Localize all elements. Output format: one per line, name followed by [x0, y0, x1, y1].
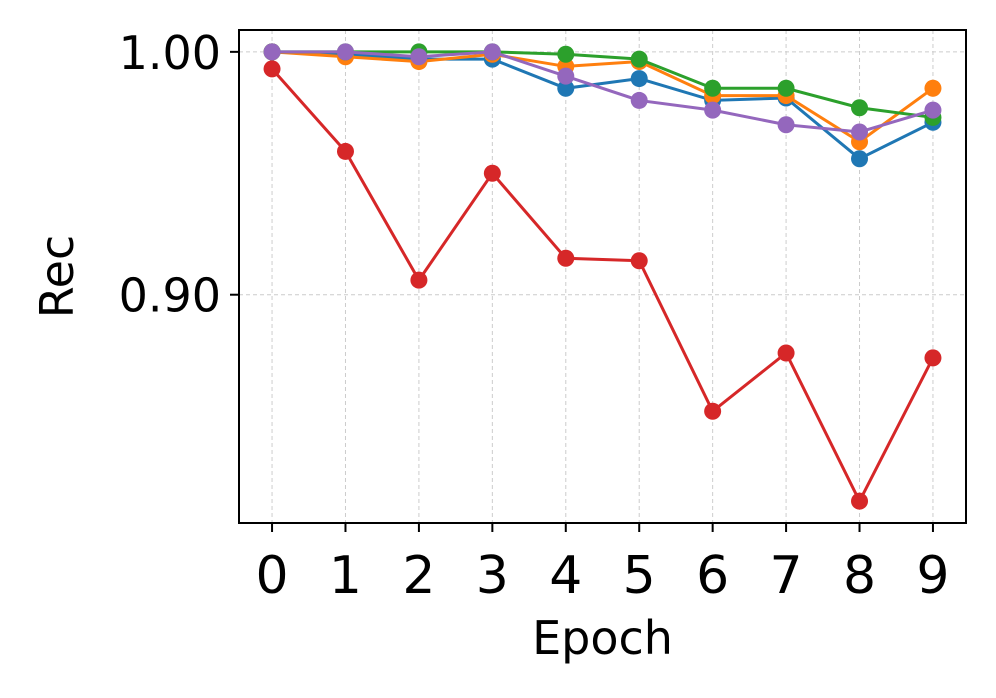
data-point [704, 79, 722, 97]
series-2 [263, 43, 942, 151]
data-point [777, 344, 795, 362]
x-tick-label: 4 [549, 546, 582, 606]
series-line [271, 50, 934, 144]
data-point [777, 116, 795, 134]
series-line [271, 50, 934, 161]
data-point [851, 492, 869, 510]
data-point [924, 101, 942, 119]
x-tick-label: 8 [843, 546, 876, 606]
data-point [630, 70, 648, 88]
data-point [924, 349, 942, 367]
data-point [410, 271, 428, 289]
data-point [336, 142, 354, 160]
y-axis-title: Rec [30, 235, 84, 319]
series-layer [263, 43, 942, 510]
x-tick-label: 0 [255, 546, 288, 606]
plot-frame [238, 29, 967, 524]
x-tick-label: 7 [770, 546, 803, 606]
data-point [410, 48, 428, 66]
data-point [851, 123, 869, 141]
series-1 [263, 43, 942, 168]
y-tick-label: 0.90 [119, 269, 221, 323]
data-point [336, 43, 354, 61]
data-point [777, 79, 795, 97]
series-5 [263, 43, 942, 141]
data-point [851, 150, 869, 168]
data-point [924, 79, 942, 97]
data-point [557, 249, 575, 267]
x-tick-label: 6 [696, 546, 729, 606]
data-point [630, 91, 648, 109]
series-line [270, 67, 935, 505]
data-point [557, 67, 575, 85]
data-point [483, 43, 501, 61]
data-point [630, 50, 648, 68]
x-tick-label: 1 [329, 546, 362, 606]
series-line [272, 50, 934, 134]
x-axis-title: Epoch [532, 611, 673, 665]
data-point [704, 402, 722, 420]
data-point [630, 252, 648, 270]
y-tick-label: 1.00 [119, 26, 221, 80]
axis-ticks: 0 1 2 3 4 5 6 7 8 9 0.90 1.00 [119, 26, 950, 606]
x-tick-label: 3 [476, 546, 509, 606]
data-point [557, 79, 575, 97]
x-tick-label: 2 [402, 546, 435, 606]
x-tick-label: 9 [916, 546, 949, 606]
series-line [272, 50, 934, 119]
data-point [263, 43, 281, 61]
data-point [263, 60, 281, 78]
x-tick-label: 5 [623, 546, 656, 606]
series-4 [263, 60, 942, 510]
data-point [483, 164, 501, 182]
data-point [557, 45, 575, 63]
data-point [704, 101, 722, 119]
data-point [851, 99, 869, 117]
